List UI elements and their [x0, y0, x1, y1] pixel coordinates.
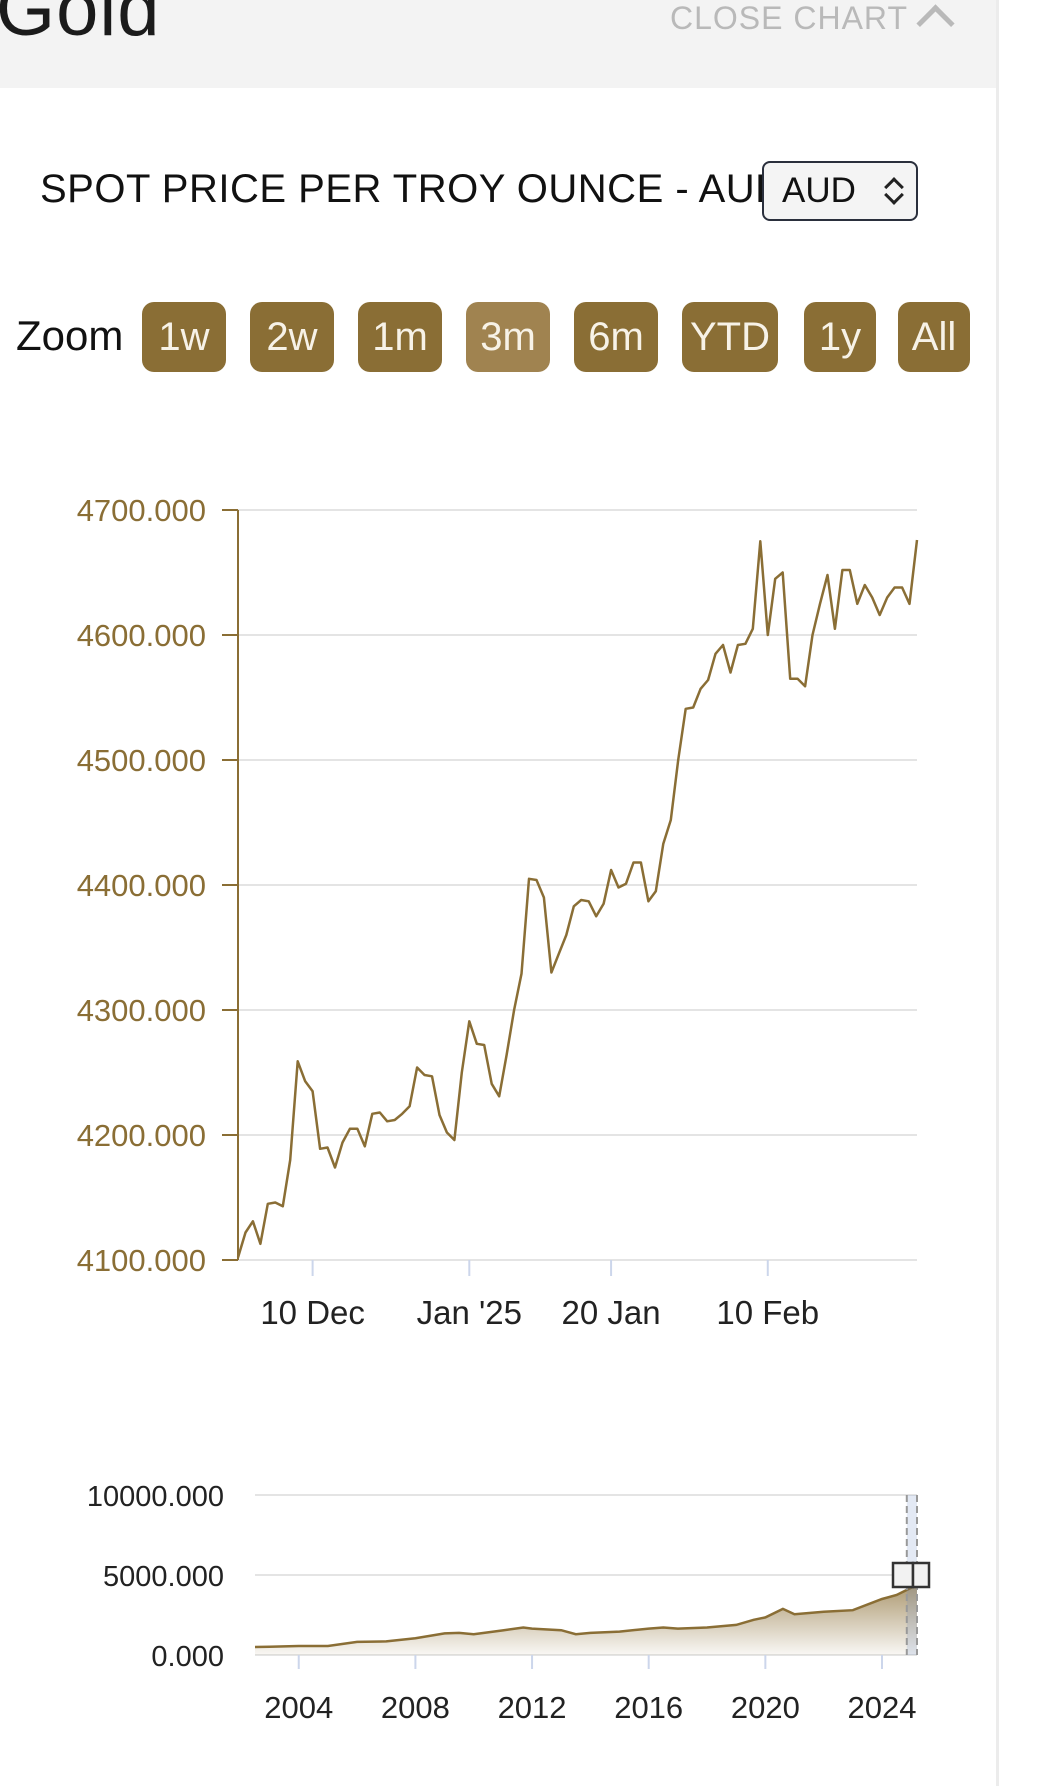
nav-x-tick-label: 2016	[614, 1690, 683, 1725]
nav-x-tick-label: 2012	[498, 1690, 567, 1725]
zoom-button-1y[interactable]: 1y	[804, 302, 876, 372]
y-tick-label: 4200.000	[77, 1118, 206, 1153]
navigator-chart[interactable]: 10000.000 5000.000 0.000 2004 2008 2012 2016 20…	[0, 1440, 1000, 1780]
navigator-handle-left-icon	[891, 1561, 915, 1589]
nav-y-tick-label: 0.000	[151, 1641, 224, 1673]
y-tick-label: 4700.000	[77, 493, 206, 528]
nav-line	[254, 1579, 918, 1649]
chevron-up-icon	[916, 4, 955, 43]
y-tick-label: 4300.000	[77, 993, 206, 1028]
nav-x-tick-label: 2020	[731, 1690, 800, 1725]
x-tick-label: 20 Jan	[562, 1294, 661, 1331]
panel-edge	[996, 0, 999, 1786]
nav-area	[255, 1580, 917, 1655]
nav-y-tick-label: 5000.000	[103, 1561, 224, 1593]
currency-select-value: AUD	[782, 171, 856, 210]
x-tick-label: 10 Feb	[716, 1294, 819, 1331]
close-chart-label: CLOSE CHART	[669, 0, 908, 36]
close-chart-button[interactable]: CLOSE CHART	[669, 0, 955, 43]
nav-x-tick-label: 2024	[848, 1690, 917, 1725]
zoom-button-2w[interactable]: 2w	[250, 302, 334, 372]
page-title: Gold	[0, 0, 161, 52]
select-arrows-icon	[884, 176, 904, 206]
nav-x-tick-label: 2004	[264, 1690, 333, 1725]
zoom-label: Zoom	[16, 312, 124, 359]
zoom-button-1m[interactable]: 1m	[358, 302, 442, 372]
zoom-button-1w[interactable]: 1w	[142, 302, 226, 372]
zoom-button-3m[interactable]: 3m	[466, 302, 550, 372]
zoom-button-all[interactable]: All	[898, 302, 970, 372]
main-price-chart[interactable]: 4700.000 4600.000 4500.000 4400.000 4300.000…	[0, 480, 1000, 1360]
spot-price-title: SPOT PRICE PER TROY OUNCE - AUD	[40, 167, 785, 211]
y-tick-label: 4600.000	[77, 618, 206, 653]
y-tick-label: 4400.000	[77, 868, 206, 903]
zoom-button-ytd[interactable]: YTD	[682, 302, 778, 372]
nav-y-tick-label: 10000.000	[87, 1481, 224, 1513]
x-tick-label: 10 Dec	[260, 1294, 365, 1331]
y-tick-label: 4500.000	[77, 743, 206, 778]
navigator-handle-right-icon	[911, 1561, 931, 1589]
y-tick-label: 4100.000	[77, 1243, 206, 1278]
zoom-button-6m[interactable]: 6m	[574, 302, 658, 372]
x-tick-label: Jan '25	[417, 1294, 522, 1331]
nav-x-tick-label: 2008	[381, 1690, 450, 1725]
price-line	[236, 539, 919, 1258]
chart-header	[0, 0, 998, 88]
currency-select[interactable]: AUD	[762, 161, 918, 221]
